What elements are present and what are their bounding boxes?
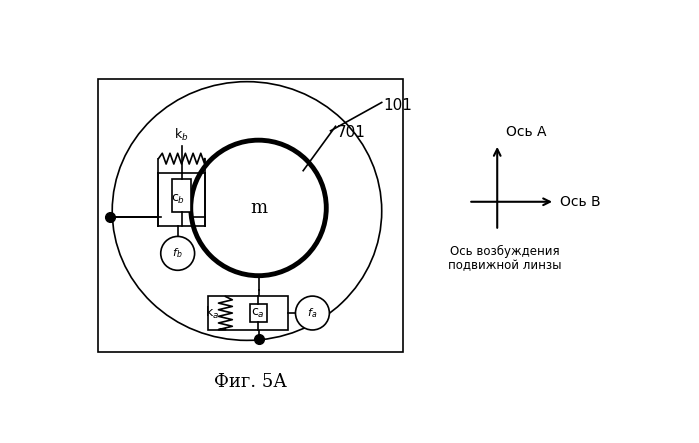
Bar: [172, 179, 191, 212]
Text: Ось A: Ось A: [507, 125, 547, 140]
Text: Фиг. 5А: Фиг. 5А: [214, 373, 287, 392]
Text: Ось B: Ось B: [560, 195, 600, 209]
Circle shape: [296, 296, 329, 330]
Circle shape: [191, 140, 326, 276]
Text: k$_b$: k$_b$: [174, 127, 189, 143]
Text: f$_a$: f$_a$: [308, 306, 317, 320]
Text: f$_b$: f$_b$: [173, 246, 183, 260]
Ellipse shape: [113, 82, 382, 340]
Bar: [99, 78, 403, 352]
Circle shape: [161, 237, 194, 270]
Bar: [208, 296, 288, 330]
Text: 701: 701: [337, 125, 366, 140]
Text: c$_a$: c$_a$: [251, 307, 265, 319]
Text: 101: 101: [383, 98, 412, 113]
Text: m: m: [250, 199, 267, 217]
Bar: [250, 304, 266, 322]
Text: c$_b$: c$_b$: [171, 193, 185, 206]
Text: Ось возбуждения
подвижной линзы: Ось возбуждения подвижной линзы: [448, 245, 562, 272]
Text: k$_a$: k$_a$: [206, 305, 219, 321]
